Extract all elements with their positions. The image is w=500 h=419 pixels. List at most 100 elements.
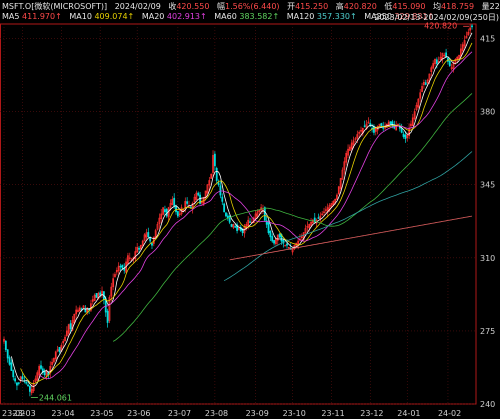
y-tick-label: 275 (480, 327, 495, 336)
candle-body (145, 232, 148, 238)
candle-body (419, 92, 422, 99)
candle-body (108, 297, 111, 321)
candle-body (354, 138, 357, 140)
candle-body (93, 295, 96, 302)
candle-body (84, 308, 87, 313)
x-tick-label: 23-04 (51, 409, 74, 418)
candle-body (58, 347, 61, 353)
candle-body (221, 196, 224, 202)
candle-body (341, 169, 344, 180)
ma20-line (38, 51, 473, 380)
candle-body (173, 197, 176, 206)
candle-body (448, 60, 451, 66)
candle-body (176, 211, 179, 217)
candle-body (312, 219, 314, 224)
candle-body (10, 362, 13, 371)
candle-body (4, 340, 7, 350)
candle-body (65, 330, 68, 336)
candle-body (391, 121, 394, 127)
candle-body (291, 249, 294, 253)
candle-body (332, 201, 335, 206)
candle-body (32, 382, 35, 392)
candle-body (397, 123, 399, 126)
candle-body (232, 224, 235, 228)
candle-body (210, 173, 213, 179)
x-tick-label: 23-11 (321, 409, 344, 418)
candle-body (195, 192, 198, 200)
candle-body (53, 357, 55, 363)
candle-body (128, 257, 131, 259)
candle-body (54, 351, 57, 360)
change-caption: 幅 (216, 2, 225, 11)
ma20-legend: MA20 402.913↑ (141, 12, 207, 21)
candle-body (149, 237, 152, 242)
x-tick-label: 23-08 (205, 409, 228, 418)
x-tick-label: 23-09 (246, 409, 269, 418)
ma10-line (20, 42, 473, 385)
candle-body (263, 207, 266, 221)
candle-body (278, 233, 281, 238)
candle-body (256, 211, 259, 217)
candle-body (367, 121, 370, 124)
x-tick-label: 23-06 (127, 409, 150, 418)
quote-row: MSFT.O[微软(MICROSOFT)] 2024/02/09 收420.55… (2, 1, 500, 12)
x-tick-label: 24-02 (438, 409, 461, 418)
candle-body (389, 121, 392, 125)
candle-body (40, 365, 42, 369)
candle-body (77, 309, 79, 313)
candle-body (115, 270, 118, 273)
candle-body (99, 292, 102, 296)
candle-body (273, 240, 275, 244)
candle-body (308, 224, 311, 229)
candle-body (158, 217, 161, 224)
candle-body (471, 25, 473, 28)
candle-body (213, 153, 216, 167)
candle-body (219, 185, 222, 196)
candle-body (400, 128, 403, 133)
candle-body (356, 134, 359, 139)
candle-body (212, 155, 214, 173)
high-annotation: 420.820 (424, 21, 457, 30)
candle-body (417, 98, 420, 108)
candle-body (349, 146, 351, 151)
candle-body (267, 222, 270, 234)
candle-body (197, 192, 200, 196)
candle-body (67, 324, 70, 334)
low-annotation: 244.061 (39, 394, 72, 403)
candle-body (14, 378, 16, 382)
x-tick-label: 23-03 (12, 409, 35, 418)
candle-body (435, 59, 438, 64)
candle-body (411, 117, 414, 127)
date-label: 2024/02/09 (114, 2, 161, 11)
candle-body (461, 44, 464, 51)
candle-body (186, 201, 189, 204)
candle-body (56, 349, 59, 352)
candle-body (369, 123, 372, 127)
candle-body (321, 213, 324, 216)
candle-body (378, 123, 381, 126)
candle-body (160, 213, 163, 220)
ma-legend: MA5 411.970↑ MA10 409.074↑ MA20 402.913↑… (2, 12, 434, 21)
candle-body (374, 127, 377, 132)
high-value: 420.820 (343, 2, 377, 11)
candle-body (134, 251, 137, 260)
candle-body (330, 203, 333, 207)
candle-body (337, 186, 340, 195)
candle-body (336, 194, 338, 200)
candle-body (127, 255, 129, 264)
candle-body (114, 274, 116, 278)
candle-body (141, 240, 144, 246)
candle-body (62, 341, 65, 344)
candle-body (317, 217, 320, 219)
candle-body (404, 134, 407, 140)
candle-body (387, 121, 390, 127)
candle-body (234, 226, 237, 228)
x-tick-label: 23-05 (90, 409, 113, 418)
candle-body (51, 361, 53, 365)
close-value: 420.550 (176, 2, 210, 11)
candle-body (423, 82, 425, 85)
candle-body (254, 213, 257, 219)
candle-body (143, 234, 146, 242)
candle-body (439, 56, 442, 60)
